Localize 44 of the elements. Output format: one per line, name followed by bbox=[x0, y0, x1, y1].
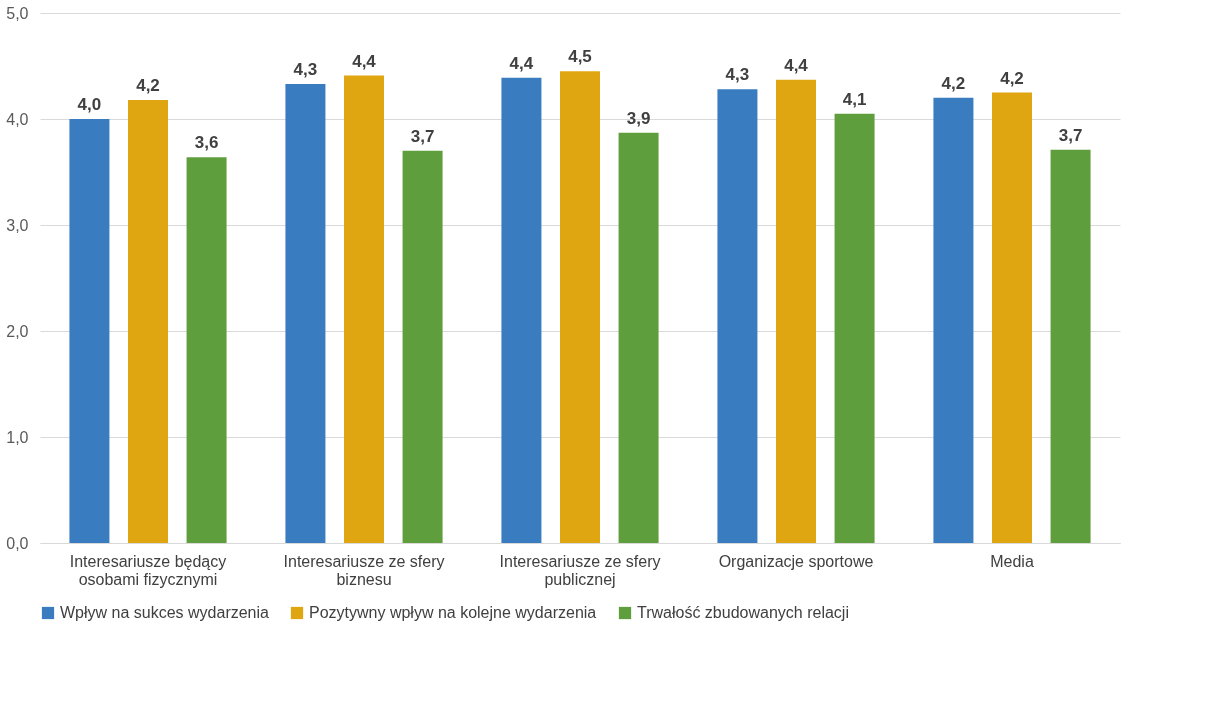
bar bbox=[776, 79, 816, 543]
data-label: 4,3 bbox=[725, 65, 750, 85]
data-label: 4,1 bbox=[842, 89, 867, 109]
data-label: 3,7 bbox=[1058, 125, 1083, 145]
data-label: 4,2 bbox=[1000, 68, 1024, 88]
bar bbox=[1050, 149, 1091, 543]
bar bbox=[186, 157, 227, 543]
x-tick-label: Media bbox=[990, 552, 1034, 570]
bar bbox=[128, 99, 168, 543]
bar bbox=[285, 84, 326, 543]
data-label: 3,7 bbox=[410, 126, 435, 146]
bar bbox=[992, 92, 1032, 543]
x-tick-label: Interesariusze ze sfery biznesu bbox=[283, 552, 445, 588]
y-tick-label: 2,0 bbox=[6, 322, 29, 340]
bar bbox=[560, 71, 600, 543]
data-label: 4,2 bbox=[136, 75, 160, 95]
data-label: 4,0 bbox=[77, 95, 102, 114]
x-tick-label: Interesariusze ze sfery publicznej bbox=[499, 552, 661, 588]
data-label: 3,9 bbox=[626, 108, 651, 128]
data-label: 4,2 bbox=[941, 73, 966, 93]
bar bbox=[933, 97, 974, 543]
bar bbox=[618, 132, 659, 543]
bar bbox=[834, 113, 875, 543]
data-label: 4,4 bbox=[352, 51, 377, 71]
legend-label: Pozytywny wpływ na kolejne wydarzenia bbox=[309, 604, 597, 621]
y-tick-label: 5,0 bbox=[6, 4, 29, 22]
y-tick-label: 0,0 bbox=[6, 534, 29, 552]
legend-label: Wpływ na sukces wydarzenia bbox=[60, 604, 270, 621]
bar bbox=[501, 77, 542, 543]
x-tick-label: Organizacje sportowe bbox=[718, 552, 874, 570]
y-tick-label: 1,0 bbox=[6, 428, 29, 446]
data-label: 4,4 bbox=[784, 55, 809, 75]
data-label: 4,5 bbox=[568, 47, 592, 67]
bar bbox=[402, 150, 443, 543]
bar bbox=[69, 119, 110, 543]
y-tick-label: 3,0 bbox=[6, 216, 29, 234]
data-label: 4,4 bbox=[509, 53, 534, 73]
bar bbox=[717, 89, 758, 543]
x-tick-label: Interesariusze będący osobami fizycznymi bbox=[69, 552, 227, 588]
data-label: 4,3 bbox=[293, 60, 318, 80]
data-label: 3,6 bbox=[194, 133, 219, 153]
bar bbox=[344, 75, 384, 543]
y-tick-label: 4,0 bbox=[6, 110, 29, 128]
legend-label: Trwałość zbudowanych relacji bbox=[637, 604, 849, 621]
